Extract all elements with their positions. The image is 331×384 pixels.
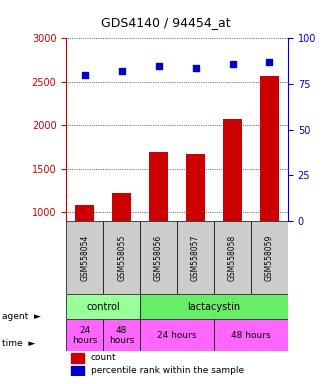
Text: 48 hours: 48 hours xyxy=(231,331,271,340)
Bar xyxy=(186,154,205,221)
Text: GSM558058: GSM558058 xyxy=(228,235,237,281)
Bar xyxy=(140,294,288,319)
Text: agent  ►: agent ► xyxy=(2,312,40,321)
Bar xyxy=(113,193,131,221)
Text: GSM558059: GSM558059 xyxy=(265,234,274,281)
Text: count: count xyxy=(91,353,116,362)
Text: GSM558054: GSM558054 xyxy=(80,234,89,281)
Text: GSM558055: GSM558055 xyxy=(117,234,126,281)
Bar xyxy=(140,319,214,351)
Bar xyxy=(103,221,140,294)
Bar xyxy=(71,353,84,362)
Bar xyxy=(149,152,168,221)
Text: 24
hours: 24 hours xyxy=(72,326,97,345)
Bar xyxy=(103,319,140,351)
Point xyxy=(119,68,124,74)
Point xyxy=(193,65,198,71)
Text: lactacystin: lactacystin xyxy=(187,302,241,312)
Text: GSM558056: GSM558056 xyxy=(154,234,163,281)
Text: 24 hours: 24 hours xyxy=(157,331,197,340)
Bar xyxy=(75,205,94,221)
Bar xyxy=(260,76,279,221)
Text: GDS4140 / 94454_at: GDS4140 / 94454_at xyxy=(101,16,230,29)
Bar xyxy=(71,366,84,375)
Bar xyxy=(223,119,242,221)
Bar xyxy=(214,221,251,294)
Point xyxy=(267,59,272,65)
Text: time  ►: time ► xyxy=(2,339,35,348)
Bar xyxy=(140,221,177,294)
Point xyxy=(156,63,161,69)
Text: 48
hours: 48 hours xyxy=(109,326,134,345)
Bar xyxy=(177,221,214,294)
Text: control: control xyxy=(86,302,120,312)
Text: GSM558057: GSM558057 xyxy=(191,234,200,281)
Bar xyxy=(251,221,288,294)
Bar xyxy=(66,294,140,319)
Bar xyxy=(214,319,288,351)
Bar xyxy=(66,319,103,351)
Text: percentile rank within the sample: percentile rank within the sample xyxy=(91,366,244,375)
Bar xyxy=(66,221,103,294)
Point xyxy=(230,61,235,67)
Point xyxy=(82,72,87,78)
